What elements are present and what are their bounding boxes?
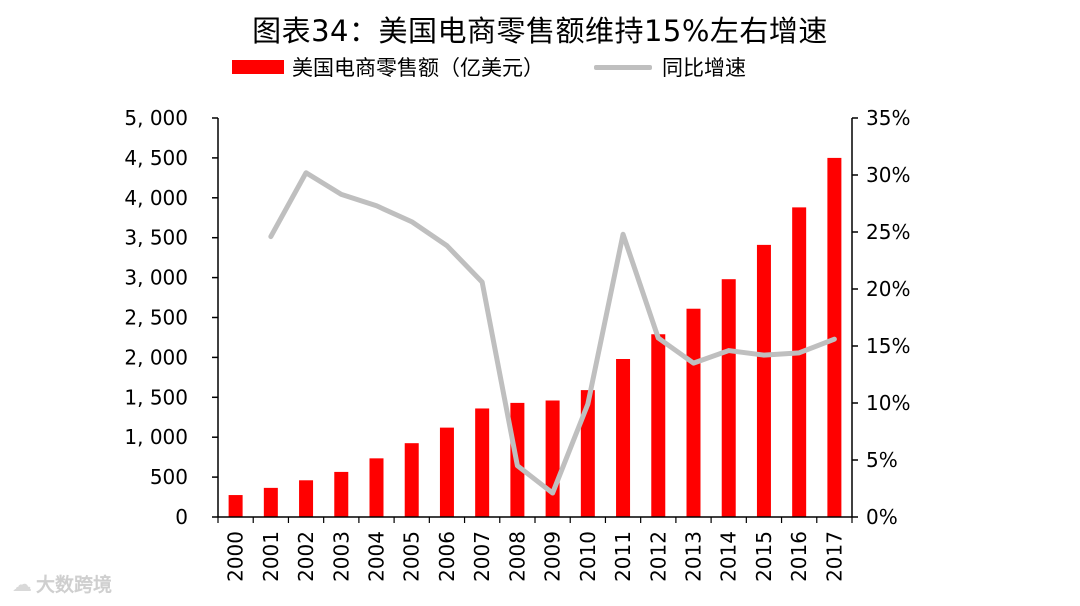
x-tick-label-2003: 2003 [329,531,353,582]
x-tick-label-2011: 2011 [611,531,635,582]
legend-swatch-line [594,64,652,70]
right-tick-label: 30% [866,163,910,187]
right-tick-label: 0% [866,505,898,529]
legend-label-retail-sales: 美国电商零售额（亿美元） [292,56,544,80]
x-tick-label-2004: 2004 [365,531,389,582]
left-tick-label: 3, 500 [124,226,188,250]
bars-group [228,157,842,517]
watermark-text: 大数跨境 [36,574,113,596]
left-tick-label: 1, 500 [124,385,188,409]
x-tick-label-2006: 2006 [435,531,459,582]
x-tick-label-2005: 2005 [400,531,424,582]
chart-title: 图表34：美国电商零售额维持15%左右增速 [252,14,828,48]
left-tick-label: 2, 500 [124,306,188,330]
bar-2002 [299,480,314,517]
x-tick-label-2001: 2001 [259,531,283,582]
x-tick-label-2010: 2010 [576,531,600,582]
x-tick-label-2013: 2013 [682,531,706,582]
right-tick-label: 25% [866,220,910,244]
bar-2004 [369,458,384,517]
left-tick-label: 5, 000 [124,106,188,130]
bar-2001 [263,487,278,517]
x-tick-label-2015: 2015 [752,531,776,582]
bar-2011 [616,358,631,517]
x-tick-label-2017: 2017 [822,531,846,582]
x-tick-label-2008: 2008 [505,531,529,582]
x-tick-label-2014: 2014 [717,531,741,582]
legend-item-growth: 同比增速 [544,52,746,82]
left-tick-label: 500 [150,465,188,489]
x-tick-label-2009: 2009 [541,531,565,582]
bar-2013 [686,308,701,517]
bar-2015 [756,244,771,517]
bar-2005 [404,443,419,517]
right-tick-label: 10% [866,391,910,415]
line-layer [268,170,837,496]
x-tick-label-2012: 2012 [646,531,670,582]
right-axis-ticks: 0% 5% 10% 15% 20% 25% 30% 35% [852,106,910,529]
left-tick-label: 3, 000 [124,266,188,290]
right-tick-label: 15% [866,334,910,358]
right-tick-label: 35% [866,106,910,130]
legend-label-growth: 同比增速 [662,56,746,80]
x-tick-label-2007: 2007 [470,531,494,582]
bar-2016 [792,207,807,517]
bar-2003 [334,471,349,517]
bar-2014 [721,279,736,517]
right-tick-label: 5% [866,448,898,472]
cloud-logo-icon: ☁ [12,571,32,596]
bar-2010 [580,390,595,517]
bar-2000 [228,495,243,517]
left-tick-label: 4, 000 [124,186,188,210]
bar-2012 [651,334,666,517]
watermark: ☁ 大数跨境 [12,570,112,597]
left-tick-label: 0 [175,505,188,529]
bar-2009 [545,400,560,517]
right-tick-label: 20% [866,277,910,301]
bar-2007 [475,408,490,517]
x-tick-label-2002: 2002 [294,531,318,582]
left-axis-ticks: 0 500 1, 000 1, 500 2, 000 2, 500 3, 000 3, 500… [124,106,218,529]
left-tick-label: 4, 500 [124,146,188,170]
left-tick-label: 1, 000 [124,425,188,449]
legend: 美国电商零售额（亿美元） 同比增速 [232,52,746,82]
legend-item-retail-sales: 美国电商零售额（亿美元） [232,52,544,82]
x-axis-ticks: 2000 2001 2002 2003 2004 2005 2006 2007 2008 2009… [217,517,853,582]
bar-2006 [439,427,454,517]
legend-swatch-bar [232,60,284,74]
left-tick-label: 2, 000 [124,345,188,369]
x-tick-label-2000: 2000 [224,531,248,582]
x-tick-label-2016: 2016 [787,531,811,582]
